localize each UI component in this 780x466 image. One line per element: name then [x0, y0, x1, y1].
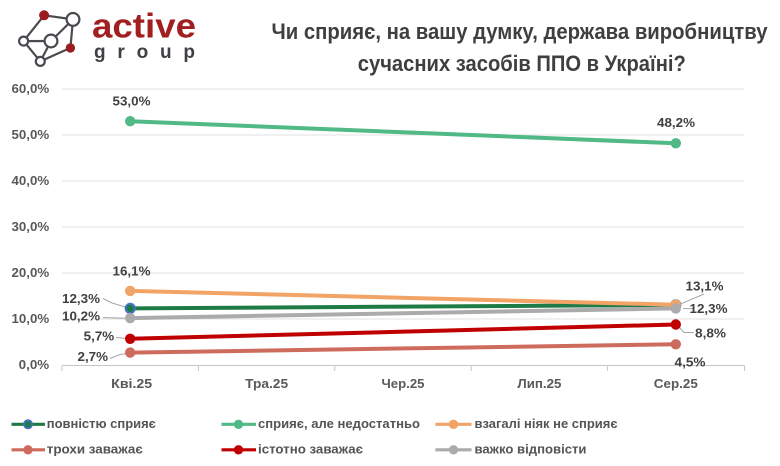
svg-text:53,0%: 53,0%	[113, 93, 152, 108]
svg-text:50,0%: 50,0%	[12, 127, 50, 142]
svg-text:сприяє, але недостатньо: сприяє, але недостатньо	[258, 417, 420, 431]
svg-text:16,1%: 16,1%	[113, 263, 152, 278]
svg-text:2,7%: 2,7%	[78, 349, 109, 364]
svg-text:Чи сприяє, на вашу думку, держ: Чи сприяє, на вашу думку, держава виробн…	[272, 19, 769, 44]
svg-text:Кві.25: Кві.25	[111, 376, 152, 391]
svg-text:active: active	[92, 8, 196, 46]
svg-text:5,7%: 5,7%	[84, 329, 115, 344]
svg-text:10,0%: 10,0%	[12, 311, 50, 326]
svg-text:Тра.25: Тра.25	[245, 376, 288, 391]
svg-text:4,5%: 4,5%	[675, 354, 707, 369]
svg-text:повністю сприяє: повністю сприяє	[47, 417, 156, 431]
svg-text:40,0%: 40,0%	[12, 173, 50, 188]
svg-text:30,0%: 30,0%	[12, 219, 50, 234]
svg-text:Сер.25: Сер.25	[654, 376, 698, 391]
svg-text:істотно заважає: істотно заважає	[258, 442, 363, 456]
svg-text:взагалі ніяк не сприяє: взагалі ніяк не сприяє	[475, 417, 618, 431]
svg-text:Лип.25: Лип.25	[517, 376, 561, 391]
svg-text:60,0%: 60,0%	[12, 81, 50, 96]
svg-text:важко відповісти: важко відповісти	[475, 442, 587, 456]
svg-text:48,2%: 48,2%	[657, 115, 696, 130]
svg-text:10,2%: 10,2%	[62, 308, 101, 323]
svg-text:Чер.25: Чер.25	[382, 376, 425, 391]
svg-text:сучасних засобів ППО в Україні: сучасних засобів ППО в Україні?	[358, 51, 686, 76]
svg-text:0,0%: 0,0%	[19, 357, 50, 372]
svg-text:8,8%: 8,8%	[695, 325, 727, 340]
svg-text:group: group	[94, 42, 202, 63]
svg-text:20,0%: 20,0%	[12, 265, 50, 280]
svg-text:12,3%: 12,3%	[62, 291, 101, 306]
svg-text:трохи заважає: трохи заважає	[47, 442, 143, 456]
svg-text:12,3%: 12,3%	[690, 301, 729, 316]
svg-text:13,1%: 13,1%	[686, 278, 725, 293]
